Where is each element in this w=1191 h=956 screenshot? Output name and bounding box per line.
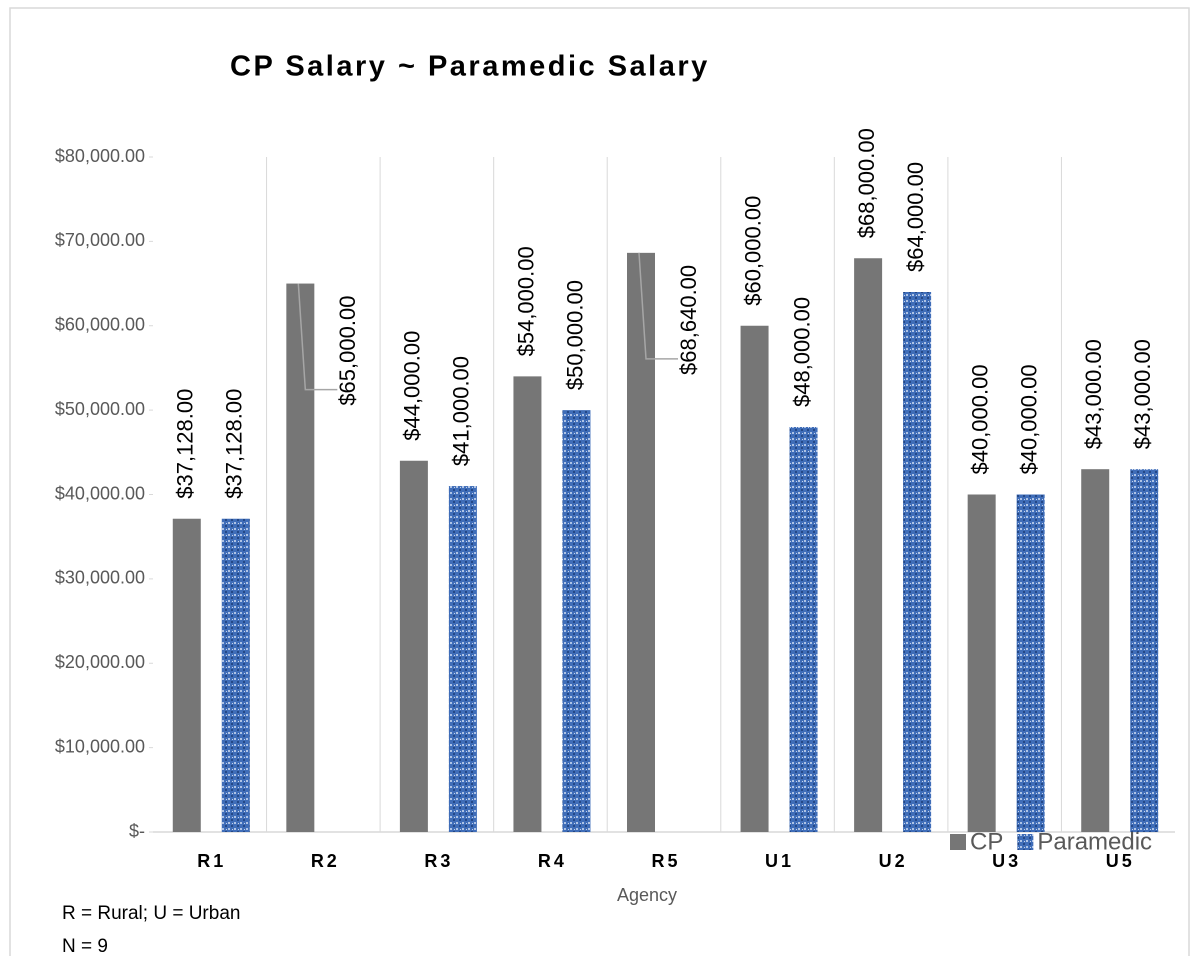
data-label: $68,000.00 bbox=[854, 128, 879, 238]
y-tick-label: $10,000.00 bbox=[55, 736, 145, 756]
data-label: $68,640.00 bbox=[676, 265, 701, 375]
x-tick-label: R2 bbox=[311, 851, 340, 871]
legend-label: Paramedic bbox=[1037, 828, 1152, 855]
data-label: $65,000.00 bbox=[335, 296, 360, 406]
data-label: $40,000.00 bbox=[1016, 364, 1041, 474]
y-tick-label: $30,000.00 bbox=[55, 568, 145, 588]
bar bbox=[448, 486, 477, 832]
annotation: N = 9 bbox=[62, 936, 108, 956]
x-tick-label: R1 bbox=[197, 851, 226, 871]
x-tick-label: R5 bbox=[651, 851, 680, 871]
data-label: $50,000.00 bbox=[562, 280, 587, 390]
legend-swatch bbox=[1017, 834, 1034, 850]
bar bbox=[399, 460, 428, 832]
data-label: $40,000.00 bbox=[967, 364, 992, 474]
bar bbox=[903, 292, 932, 832]
bar bbox=[172, 518, 201, 832]
data-label: $43,000.00 bbox=[1081, 339, 1106, 449]
bar bbox=[627, 252, 655, 833]
bar bbox=[1081, 469, 1110, 832]
annotation: R = Rural; U = Urban bbox=[62, 903, 240, 924]
leader-line bbox=[638, 252, 678, 360]
x-tick-label: R4 bbox=[538, 851, 567, 871]
leader-line bbox=[297, 283, 338, 391]
data-label: $37,128.00 bbox=[173, 389, 198, 499]
data-label: $44,000.00 bbox=[400, 331, 425, 441]
bar bbox=[854, 258, 883, 832]
x-axis-label: Agency bbox=[617, 885, 677, 905]
y-tick-label: $- bbox=[129, 821, 145, 841]
legend-label: CP bbox=[970, 828, 1003, 855]
x-tick-label: U1 bbox=[765, 851, 794, 871]
data-label: $43,000.00 bbox=[1130, 339, 1155, 449]
bar bbox=[789, 427, 818, 832]
y-tick-label: $70,000.00 bbox=[55, 230, 145, 250]
data-label: $37,128.00 bbox=[222, 389, 247, 499]
bar bbox=[740, 325, 769, 832]
legend-swatch bbox=[950, 834, 966, 850]
y-tick-label: $40,000.00 bbox=[55, 483, 145, 503]
data-label: $48,000.00 bbox=[789, 297, 814, 407]
x-tick-label: R3 bbox=[424, 851, 453, 871]
bar bbox=[1130, 469, 1159, 832]
x-tick-label: U3 bbox=[992, 851, 1021, 871]
bar bbox=[286, 283, 315, 832]
bar bbox=[1016, 494, 1045, 832]
data-label: $60,000.00 bbox=[740, 196, 765, 306]
y-tick-label: $50,000.00 bbox=[55, 399, 145, 419]
x-tick-label: U5 bbox=[1106, 851, 1135, 871]
y-tick-label: $80,000.00 bbox=[55, 146, 145, 166]
bar bbox=[513, 376, 542, 832]
x-tick-label: U2 bbox=[879, 851, 908, 871]
bar bbox=[967, 494, 996, 832]
data-label: $41,000.00 bbox=[449, 356, 474, 466]
bar bbox=[562, 410, 591, 832]
data-label: $64,000.00 bbox=[903, 162, 928, 272]
y-tick-label: $20,000.00 bbox=[55, 652, 145, 672]
y-tick-label: $60,000.00 bbox=[55, 315, 145, 335]
chart-title: CP Salary ~ Paramedic Salary bbox=[230, 51, 710, 83]
bar bbox=[221, 518, 250, 832]
data-label: $54,000.00 bbox=[513, 246, 538, 356]
